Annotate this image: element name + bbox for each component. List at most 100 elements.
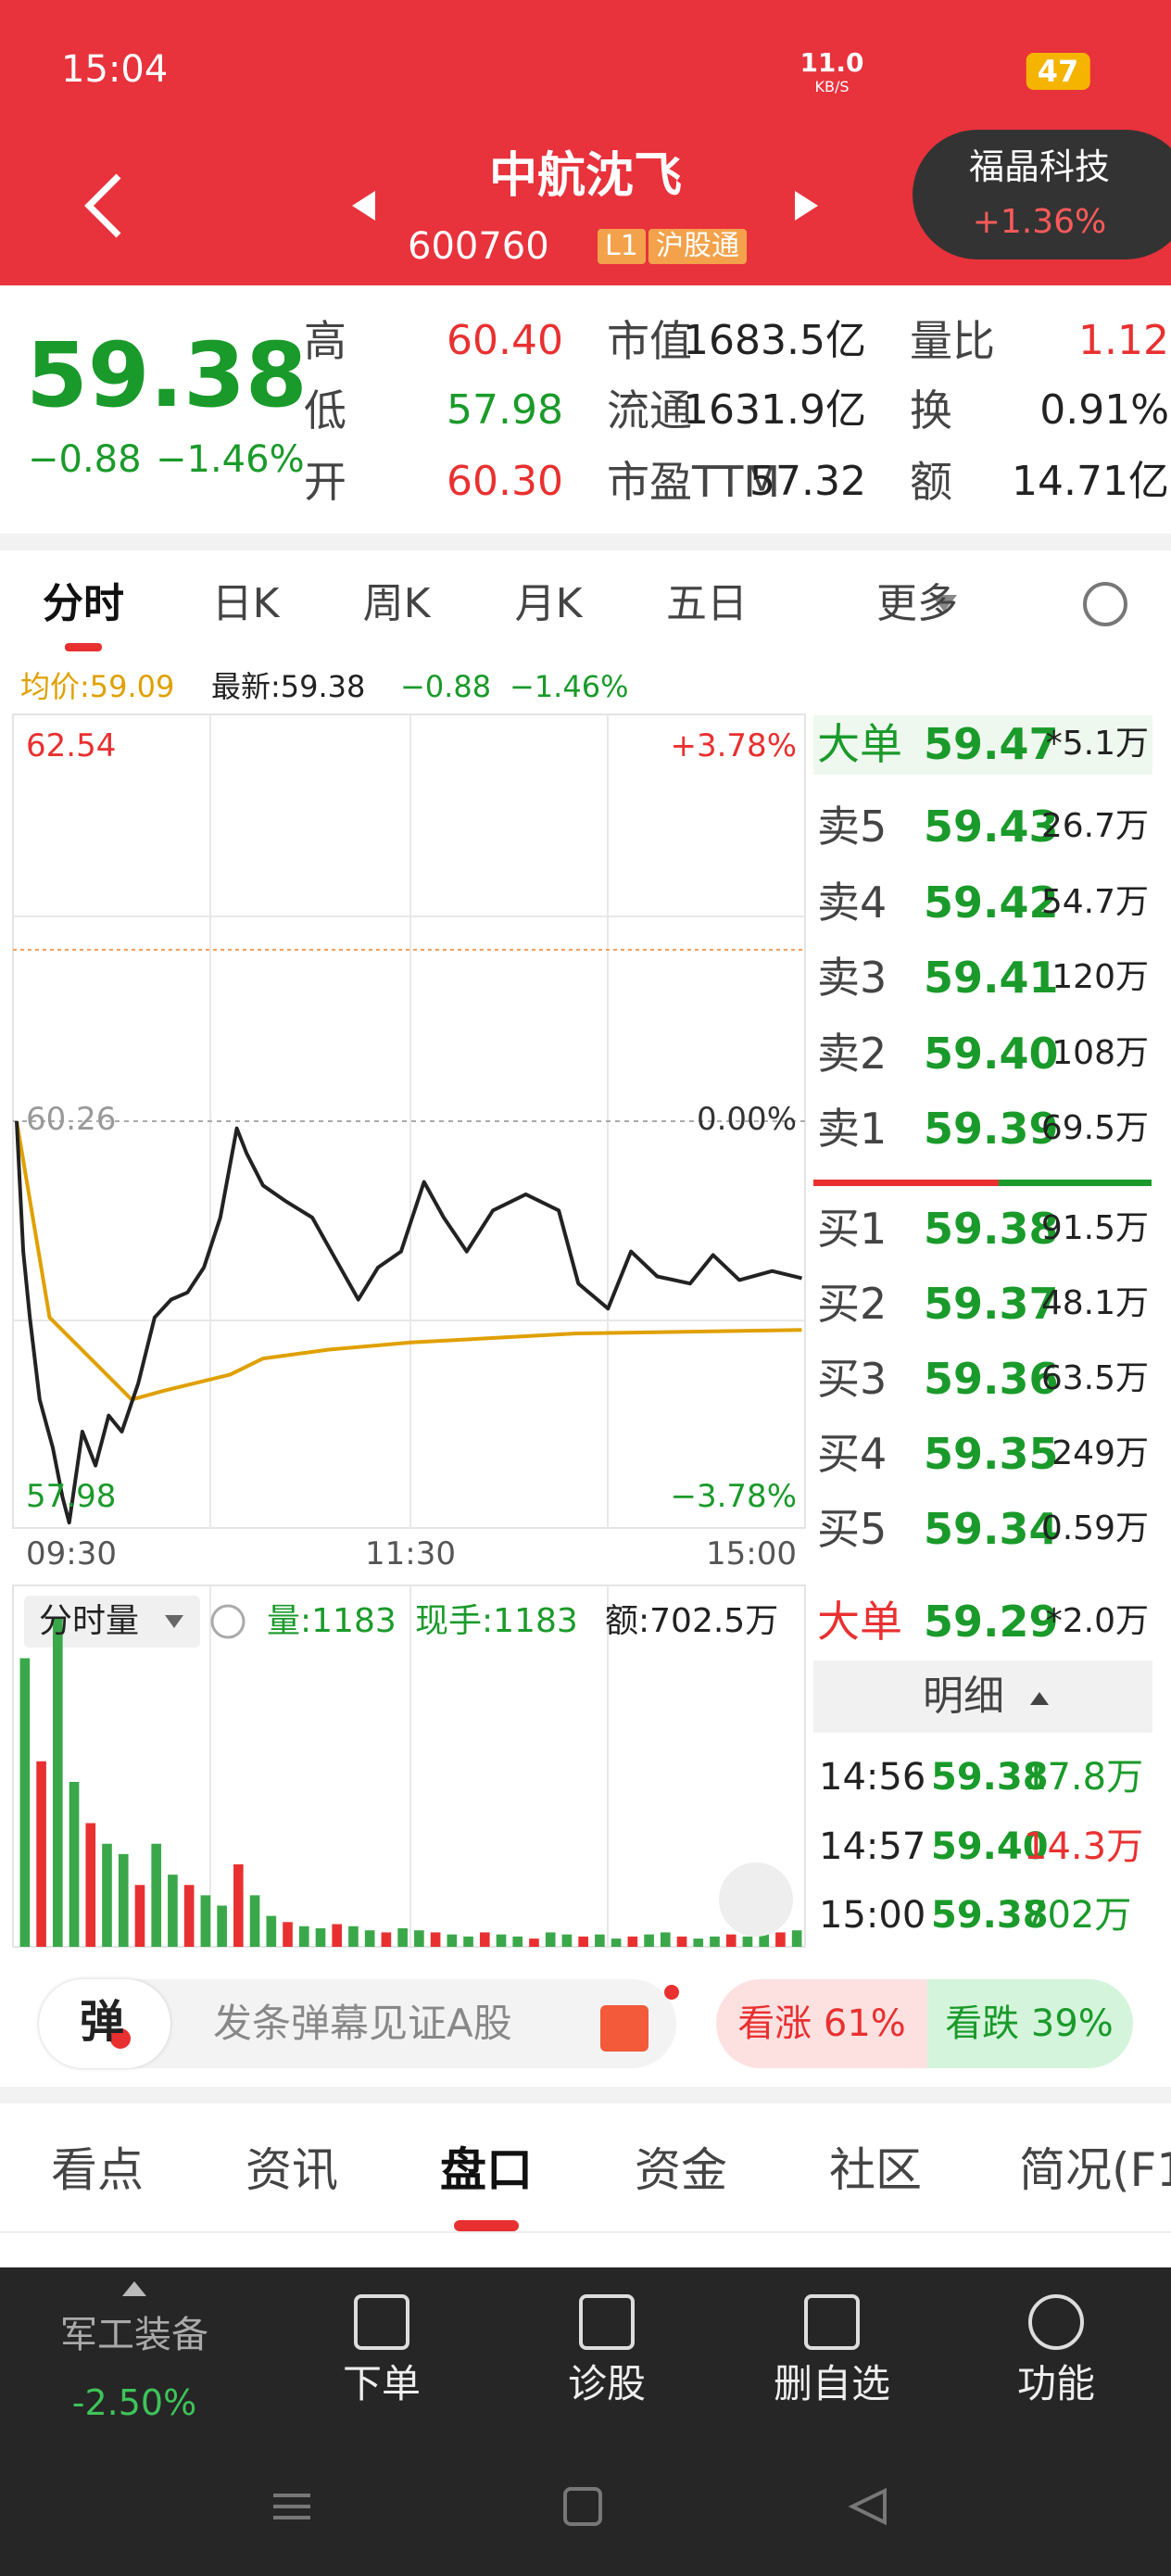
legend-change: −0.88 [400, 669, 492, 704]
bottom-tab[interactable]: 资讯 [246, 2143, 338, 2197]
volume-bar [348, 1926, 359, 1947]
stat-value: 60.40 [447, 317, 563, 364]
chart-tab[interactable]: 分时 [43, 580, 124, 627]
bid-label: 买2 [817, 1279, 888, 1329]
float-change: +1.36% [972, 203, 1107, 241]
down-button[interactable] [927, 1979, 1133, 2068]
volume-bar [791, 1930, 802, 1947]
chart-tab[interactable]: 月K [514, 580, 583, 627]
chart-tab[interactable]: 更多 [876, 580, 958, 627]
volume-bar [85, 1823, 96, 1947]
danmu-placeholder: 发条弹幕见证A股 [213, 2001, 512, 2046]
ask-label: 卖3 [817, 953, 888, 1003]
axis-high: 62.54 [26, 727, 117, 764]
volume-amount: 额:702.5万 [605, 1602, 779, 1640]
volume-caret [165, 1615, 183, 1628]
stat-label: 流通 [607, 385, 692, 436]
chart-tab[interactable]: 周K [362, 580, 431, 627]
big-order-bg [813, 715, 1152, 775]
stat-label: 市值 [607, 316, 692, 366]
nav-home [563, 2487, 602, 2526]
detail-price: 59.38 [931, 1756, 1049, 1799]
volume-bar [200, 1895, 211, 1947]
net-unit: KB/S [814, 78, 850, 95]
separator [0, 2087, 1171, 2103]
volume-bar [660, 1932, 671, 1947]
bottom-tab[interactable]: 资金 [635, 2143, 727, 2197]
ask-label: 卖1 [817, 1104, 888, 1154]
action-button[interactable]: 删自选 [773, 2361, 891, 2406]
volume-bar [430, 1932, 441, 1947]
volume-bar [168, 1875, 178, 1947]
volume-bar [463, 1936, 473, 1947]
stat-label: 市盈TTM [607, 457, 781, 507]
stock-name: 中航沈飞 [488, 148, 683, 204]
volume-bar [644, 1934, 654, 1947]
action-button[interactable]: 下单 [342, 2361, 422, 2406]
ask-price: 59.42 [924, 877, 1059, 928]
stat-label: 额 [910, 457, 952, 507]
bottom-tab[interactable]: 看点 [51, 2143, 144, 2197]
help-icon [210, 1604, 246, 1639]
ask-vol: 26.7万 [1040, 807, 1149, 845]
prev-arrow [352, 191, 375, 221]
action-button[interactable]: 诊股 [567, 2361, 647, 2406]
volume-bar [725, 1934, 737, 1947]
bid-price: 59.34 [924, 1504, 1059, 1554]
big-order-price: 59.47 [924, 719, 1059, 769]
legend-pct: −1.46% [510, 669, 629, 704]
big-order-vol: *2.0万 [1045, 1602, 1149, 1640]
chart-tab[interactable]: 日K [211, 580, 280, 627]
ask-price: 59.40 [924, 1028, 1059, 1079]
stat-label: 换 [910, 385, 952, 436]
bottom-tab[interactable]: 简况(F1 [1019, 2143, 1171, 2197]
volume-bar [233, 1864, 244, 1947]
volume-bar [118, 1853, 129, 1947]
ask-label: 卖2 [817, 1028, 888, 1079]
volume-bar [69, 1782, 80, 1947]
up-button[interactable] [716, 1979, 927, 2068]
button-icon [1028, 2294, 1084, 2350]
action-button[interactable]: 功能 [1016, 2361, 1096, 2406]
badge: 沪股通 [648, 229, 747, 264]
ask-vol: 120万 [1051, 958, 1149, 996]
sector-change: -2.50% [71, 2382, 197, 2423]
time-label: 15:00 [706, 1535, 797, 1572]
volume-bar [627, 1936, 638, 1947]
stat-label: 开 [304, 457, 346, 507]
stat-value: 57.32 [749, 458, 866, 505]
volume-bar [447, 1934, 458, 1947]
net-speed: 11.0 [800, 47, 864, 78]
bid-vol: 0.59万 [1040, 1509, 1149, 1547]
stat-value: 1631.9亿 [683, 386, 866, 434]
stat-value: 14.71亿 [1012, 458, 1169, 505]
volume-bar [742, 1936, 753, 1947]
float-pill[interactable] [913, 130, 1171, 259]
volume-bar [36, 1761, 46, 1947]
change: −0.88 [28, 438, 142, 481]
bid-vol: 249万 [1051, 1434, 1149, 1472]
detail-price: 59.40 [931, 1825, 1049, 1868]
volume-bar [595, 1934, 605, 1947]
volume-bar [53, 1617, 63, 1947]
detail-vol: 702万 [1024, 1894, 1132, 1937]
big-order-vol: *5.1万 [1045, 725, 1149, 763]
detail-bg [813, 1661, 1152, 1733]
chart-tab[interactable]: 五日 [666, 580, 748, 627]
volume-bar [364, 1930, 375, 1947]
float-name: 福晶科技 [968, 146, 1111, 187]
bottom-tab[interactable]: 社区 [829, 2143, 922, 2197]
danmu-dot [110, 2028, 131, 2049]
ask-vol: 108万 [1051, 1033, 1149, 1072]
bottom-tab[interactable]: 盘口 [440, 2143, 533, 2197]
volume-bar [298, 1926, 309, 1947]
up-label: 看涨 61% [737, 2002, 906, 2045]
axis-low-pct: −3.78% [670, 1478, 798, 1515]
button-icon [354, 2294, 409, 2350]
volume-bar [561, 1934, 573, 1947]
detail-vol: 14.3万 [1024, 1825, 1144, 1868]
volume-bar [676, 1936, 687, 1947]
stat-value: 1.12 [1078, 317, 1169, 364]
latest-price: 最新:59.38 [211, 669, 366, 704]
